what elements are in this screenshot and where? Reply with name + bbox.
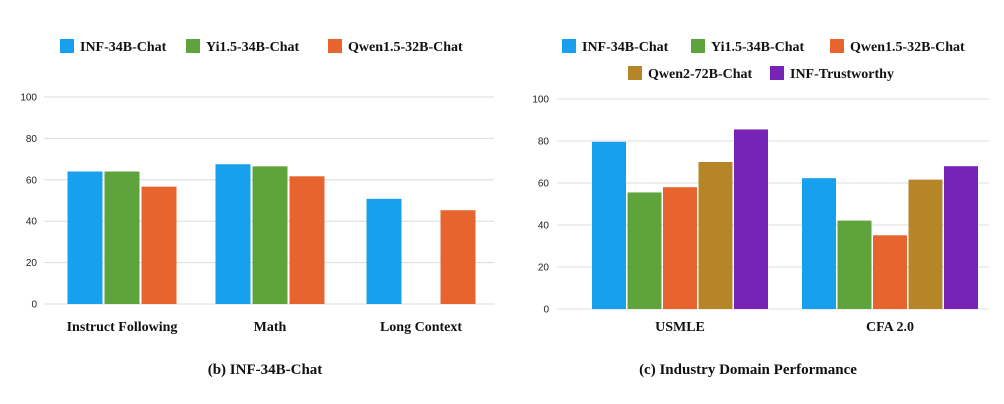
bar-long-context-qwen1-5-32b-chat xyxy=(440,210,476,304)
category-label: Math xyxy=(254,320,287,335)
y-tick-label: 60 xyxy=(538,179,550,190)
legend-swatch-inf-34b-chat xyxy=(562,39,576,53)
bar-math-yi1-5-34b-chat xyxy=(252,166,288,304)
chart-caption: (b) INF-34B-Chat xyxy=(208,362,323,378)
category-label: Long Context xyxy=(380,320,462,335)
chart-c: 0 20 40 60 80 100 INF-34B-Chat Yi1.5-34B-Chat Qw… xyxy=(532,39,989,378)
bar-usmle-qwen1-5-32b-chat xyxy=(663,187,697,309)
legend-label-yi1-5-34b-chat: Yi1.5-34B-Chat xyxy=(711,40,805,55)
legend-label-qwen1-5-32b-chat: Qwen1.5-32B-Chat xyxy=(850,40,965,55)
y-tick-label: 80 xyxy=(538,137,550,148)
bar-cfa-2-0-qwen2-72b-chat xyxy=(908,179,943,309)
y-tick-label: 0 xyxy=(31,300,37,311)
bar-usmle-inf-trustworthy xyxy=(734,129,768,309)
category-label: CFA 2.0 xyxy=(866,320,914,335)
y-tick-label: 60 xyxy=(26,175,38,186)
y-tick-label: 40 xyxy=(26,217,38,228)
bar-usmle-qwen2-72b-chat xyxy=(698,162,733,309)
y-tick-label: 100 xyxy=(20,93,37,104)
category-label: USMLE xyxy=(655,320,705,335)
category-label: Instruct Following xyxy=(67,320,178,335)
y-tick-label: 80 xyxy=(26,134,38,145)
legend-label-inf-34b-chat: INF-34B-Chat xyxy=(80,40,167,55)
y-tick-label: 20 xyxy=(26,258,38,269)
bar-cfa-2-0-qwen1-5-32b-chat xyxy=(873,235,907,309)
y-tick-label: 20 xyxy=(538,263,550,274)
legend-swatch-qwen2-72b-chat xyxy=(628,66,642,80)
bar-cfa-2-0-inf-trustworthy xyxy=(944,166,978,309)
bar-math-qwen1-5-32b-chat xyxy=(289,176,325,304)
legend-label-inf-trustworthy: INF-Trustworthy xyxy=(790,67,894,82)
bar-instruct-following-qwen1-5-32b-chat xyxy=(141,186,177,304)
legend-label-yi1-5-34b-chat: Yi1.5-34B-Chat xyxy=(206,40,300,55)
bar-instruct-following-inf-34b-chat xyxy=(67,171,103,304)
bar-usmle-inf-34b-chat xyxy=(592,141,626,309)
legend-swatch-qwen1-5-32b-chat xyxy=(328,39,342,53)
legend-swatch-yi1-5-34b-chat xyxy=(186,39,200,53)
y-tick-label: 100 xyxy=(532,95,549,106)
legend-label-qwen1-5-32b-chat: Qwen1.5-32B-Chat xyxy=(348,40,463,55)
chart-caption: (c) Industry Domain Performance xyxy=(639,362,857,378)
bar-long-context-inf-34b-chat xyxy=(366,198,402,304)
chart-b: 0 20 40 60 80 100 INF-34B-Chat Yi1.5-34B-Chat Qw… xyxy=(20,39,494,378)
bar-usmle-yi1-5-34b-chat xyxy=(627,192,662,309)
bar-cfa-2-0-inf-34b-chat xyxy=(802,178,836,309)
legend-label-inf-34b-chat: INF-34B-Chat xyxy=(582,40,669,55)
legend-label-qwen2-72b-chat: Qwen2-72B-Chat xyxy=(648,67,753,82)
bar-instruct-following-yi1-5-34b-chat xyxy=(104,171,140,304)
legend-swatch-qwen1-5-32b-chat xyxy=(830,39,844,53)
y-tick-label: 0 xyxy=(543,305,549,316)
legend-swatch-yi1-5-34b-chat xyxy=(691,39,705,53)
bar-cfa-2-0-yi1-5-34b-chat xyxy=(837,220,872,309)
legend-swatch-inf-trustworthy xyxy=(770,66,784,80)
y-tick-label: 40 xyxy=(538,221,550,232)
bar-math-inf-34b-chat xyxy=(215,164,251,304)
legend-swatch-inf-34b-chat xyxy=(60,39,74,53)
